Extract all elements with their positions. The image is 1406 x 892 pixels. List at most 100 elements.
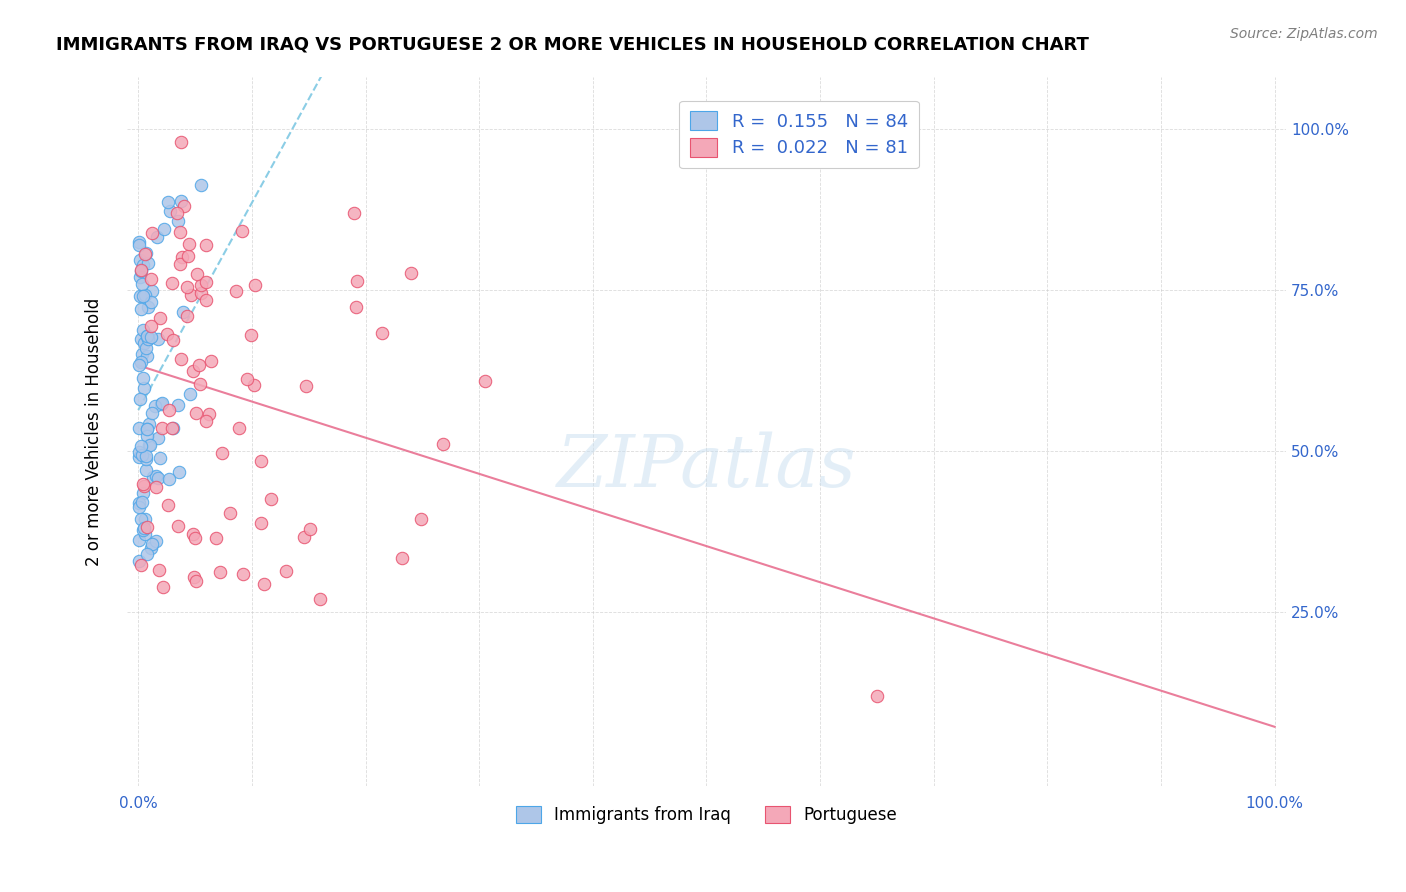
- Immigrants from Iraq: [135, 452, 157, 467]
- Portuguese: [250, 454, 273, 468]
- Immigrants from Iraq: [153, 222, 176, 236]
- Immigrants from Iraq: [159, 203, 181, 218]
- Portuguese: [187, 358, 209, 372]
- Immigrants from Iraq: [142, 469, 165, 483]
- Immigrants from Iraq: [179, 387, 201, 401]
- Immigrants from Iraq: [141, 537, 163, 551]
- Portuguese: [235, 372, 257, 386]
- Portuguese: [292, 530, 315, 544]
- Immigrants from Iraq: [170, 194, 193, 209]
- Portuguese: [208, 565, 231, 579]
- Portuguese: [253, 577, 276, 591]
- Portuguese: [156, 326, 179, 341]
- Portuguese: [176, 280, 198, 294]
- Immigrants from Iraq: [129, 392, 152, 406]
- Immigrants from Iraq: [143, 399, 166, 413]
- Immigrants from Iraq: [128, 450, 150, 464]
- Immigrants from Iraq: [145, 469, 167, 483]
- Portuguese: [173, 199, 195, 213]
- Portuguese: [346, 274, 368, 288]
- Portuguese: [170, 135, 193, 149]
- Portuguese: [141, 227, 163, 241]
- Portuguese: [134, 479, 156, 493]
- Immigrants from Iraq: [141, 284, 163, 298]
- Immigrants from Iraq: [132, 258, 155, 272]
- Portuguese: [166, 518, 188, 533]
- Portuguese: [148, 563, 170, 577]
- Portuguese: [170, 250, 193, 264]
- Portuguese: [344, 301, 367, 315]
- Portuguese: [145, 479, 167, 493]
- Portuguese: [152, 581, 174, 595]
- Immigrants from Iraq: [148, 332, 170, 346]
- Portuguese: [399, 266, 422, 280]
- Portuguese: [177, 249, 200, 263]
- Portuguese: [866, 689, 889, 703]
- Portuguese: [160, 421, 183, 435]
- Immigrants from Iraq: [132, 523, 155, 537]
- Immigrants from Iraq: [131, 347, 153, 361]
- Immigrants from Iraq: [129, 270, 152, 285]
- Portuguese: [149, 311, 172, 326]
- Immigrants from Iraq: [131, 277, 153, 291]
- Portuguese: [474, 374, 496, 388]
- Portuguese: [160, 276, 183, 290]
- Immigrants from Iraq: [129, 289, 152, 303]
- Portuguese: [169, 225, 191, 239]
- Portuguese: [195, 238, 218, 252]
- Portuguese: [294, 379, 316, 393]
- Immigrants from Iraq: [128, 358, 150, 372]
- Portuguese: [150, 421, 173, 435]
- Portuguese: [186, 268, 208, 282]
- Immigrants from Iraq: [157, 195, 180, 210]
- Portuguese: [200, 354, 222, 368]
- Text: IMMIGRANTS FROM IRAQ VS PORTUGUESE 2 OR MORE VEHICLES IN HOUSEHOLD CORRELATION C: IMMIGRANTS FROM IRAQ VS PORTUGUESE 2 OR …: [56, 36, 1090, 54]
- Immigrants from Iraq: [138, 256, 160, 270]
- Portuguese: [190, 286, 212, 301]
- Immigrants from Iraq: [129, 355, 152, 369]
- Immigrants from Iraq: [129, 511, 152, 525]
- Portuguese: [260, 492, 283, 507]
- Portuguese: [243, 277, 266, 292]
- Immigrants from Iraq: [131, 495, 153, 509]
- Immigrants from Iraq: [190, 178, 212, 192]
- Legend: Immigrants from Iraq, Portuguese: Immigrants from Iraq, Portuguese: [506, 796, 907, 834]
- Portuguese: [239, 327, 262, 342]
- Portuguese: [134, 247, 156, 261]
- Portuguese: [169, 351, 191, 366]
- Immigrants from Iraq: [129, 302, 152, 317]
- Immigrants from Iraq: [135, 328, 157, 343]
- Immigrants from Iraq: [166, 398, 188, 412]
- Immigrants from Iraq: [129, 252, 152, 267]
- Portuguese: [166, 206, 188, 220]
- Immigrants from Iraq: [132, 335, 155, 350]
- Portuguese: [132, 477, 155, 491]
- Immigrants from Iraq: [139, 541, 162, 555]
- Text: ZIPatlas: ZIPatlas: [557, 432, 856, 502]
- Immigrants from Iraq: [172, 305, 194, 319]
- Portuguese: [156, 498, 179, 512]
- Immigrants from Iraq: [138, 417, 160, 431]
- Immigrants from Iraq: [135, 246, 157, 260]
- Portuguese: [250, 516, 273, 530]
- Portuguese: [169, 257, 191, 271]
- Immigrants from Iraq: [128, 421, 150, 435]
- Portuguese: [129, 558, 152, 572]
- Portuguese: [181, 526, 204, 541]
- Portuguese: [129, 263, 152, 277]
- Portuguese: [231, 224, 253, 238]
- Immigrants from Iraq: [135, 341, 157, 355]
- Portuguese: [184, 406, 207, 420]
- Portuguese: [162, 333, 184, 347]
- Portuguese: [225, 284, 247, 298]
- Immigrants from Iraq: [136, 349, 159, 363]
- Immigrants from Iraq: [145, 229, 167, 244]
- Portuguese: [194, 414, 217, 428]
- Portuguese: [184, 532, 207, 546]
- Immigrants from Iraq: [134, 288, 156, 302]
- Immigrants from Iraq: [134, 527, 156, 541]
- Portuguese: [343, 206, 366, 220]
- Portuguese: [298, 522, 321, 536]
- Immigrants from Iraq: [145, 533, 167, 548]
- Immigrants from Iraq: [139, 294, 162, 309]
